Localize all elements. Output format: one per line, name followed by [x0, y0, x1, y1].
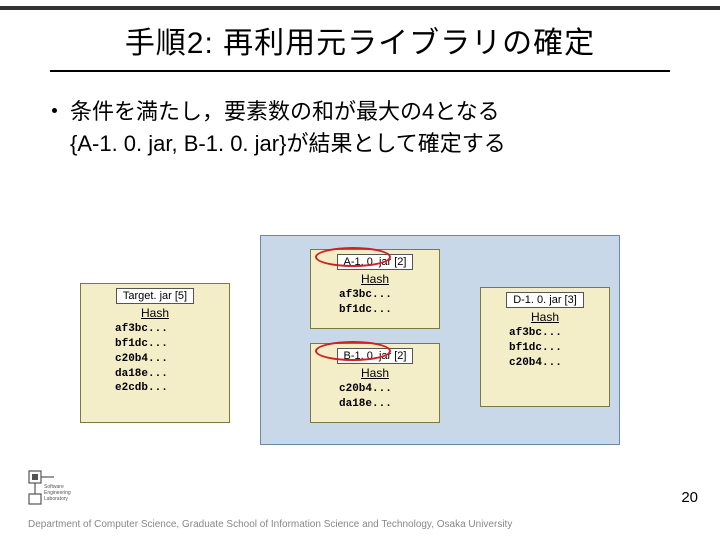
target-jar-box: Target. jar [5] Hash af3bc... bf1dc... c… — [80, 283, 230, 423]
hash-value: da18e... — [339, 397, 439, 412]
footer-text: Department of Computer Science, Graduate… — [28, 519, 512, 530]
bullet-dot — [52, 108, 57, 113]
jar-b-hash-list: c20b4... da18e... — [311, 382, 439, 412]
hash-value: bf1dc... — [509, 341, 609, 356]
jar-a-label: A-1. 0. jar [2] — [337, 254, 414, 270]
diagram: Target. jar [5] Hash af3bc... bf1dc... c… — [80, 235, 620, 455]
jar-b-label: B-1. 0. jar [2] — [337, 348, 414, 364]
bullet-line-2: {A-1. 0. jar, B-1. 0. jar}が結果として確定する — [70, 131, 506, 156]
hash-value: c20b4... — [115, 352, 229, 367]
hash-value: bf1dc... — [339, 303, 439, 318]
hash-value: da18e... — [115, 367, 229, 382]
page-number: 20 — [681, 489, 698, 506]
svg-text:Laboratory: Laboratory — [44, 496, 68, 502]
slide: 手順2: 再利用元ライブラリの確定 条件を満たし，要素数の和が最大の4となる {… — [0, 0, 720, 540]
jar-b-box: B-1. 0. jar [2] Hash c20b4... da18e... — [310, 343, 440, 423]
hash-value: af3bc... — [115, 322, 229, 337]
jar-d-box: D-1. 0. jar [3] Hash af3bc... bf1dc... c… — [480, 287, 610, 407]
title-rule — [50, 70, 670, 72]
jar-a-box: A-1. 0. jar [2] Hash af3bc... bf1dc... — [310, 249, 440, 329]
jar-d-hash-list: af3bc... bf1dc... c20b4... — [481, 326, 609, 371]
jar-d-hash-head: Hash — [481, 310, 609, 324]
hash-value: e2cdb... — [115, 381, 229, 396]
target-hash-head: Hash — [81, 306, 229, 320]
slide-title: 手順2: 再利用元ライブラリの確定 — [0, 18, 720, 62]
hash-value: bf1dc... — [115, 337, 229, 352]
jar-a-hash-list: af3bc... bf1dc... — [311, 288, 439, 318]
target-hash-list: af3bc... bf1dc... c20b4... da18e... e2cd… — [81, 322, 229, 396]
hash-value: c20b4... — [509, 356, 609, 371]
hash-value: c20b4... — [339, 382, 439, 397]
hash-value: af3bc... — [339, 288, 439, 303]
lab-logo-icon: Software Engineering Laboratory — [28, 470, 72, 506]
target-jar-label: Target. jar [5] — [116, 288, 194, 304]
jar-a-hash-head: Hash — [311, 272, 439, 286]
top-accent-bar — [0, 6, 720, 10]
bullet-text: 条件を満たし，要素数の和が最大の4となる {A-1. 0. jar, B-1. … — [70, 96, 670, 160]
jar-b-hash-head: Hash — [311, 366, 439, 380]
hash-value: af3bc... — [509, 326, 609, 341]
jar-d-label: D-1. 0. jar [3] — [506, 292, 584, 308]
bullet-line-1: 条件を満たし，要素数の和が最大の4となる — [70, 99, 500, 124]
